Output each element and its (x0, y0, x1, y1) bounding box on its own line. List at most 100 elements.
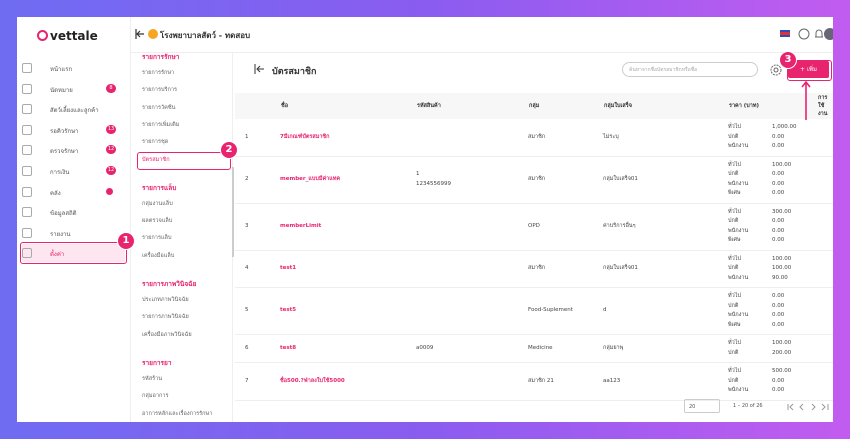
submenu-item[interactable]: กลุ่มอาการ (142, 393, 169, 400)
price-line: ทั่วไป 0.00 (728, 292, 817, 302)
submenu-item[interactable]: ประเภทภาพวินิจฉัย (142, 297, 189, 303)
menu-icon (22, 186, 32, 197)
price-value: 300.00 (772, 208, 792, 215)
submenu-item[interactable]: รายการแล็บ (142, 235, 172, 242)
pagination: 20 1 – 20 of 26 (682, 399, 833, 419)
price-label: ทั่วไป (728, 340, 741, 346)
submenu-item[interactable]: รายการวัคซีน (142, 104, 176, 111)
app-window: vettale หน้าแรกนัดหมาย 8 สัตว์เลี้ยงและลูก… (17, 17, 833, 422)
row-number: 5 (235, 287, 280, 335)
product-code (416, 203, 528, 251)
price-label: ทั่วไป (728, 208, 741, 215)
menu-icon (22, 207, 32, 218)
submenu-item[interactable]: เครื่องมือภาพวินิจฉัย (142, 331, 192, 338)
group: Medicine (528, 334, 603, 363)
price-label: พิเศษ (728, 237, 741, 243)
page-size[interactable]: 20 (684, 399, 720, 413)
back-icon[interactable] (253, 63, 267, 75)
menu-item[interactable]: การเงิน 12 (22, 162, 125, 180)
header-cell: การใช้งาน (817, 93, 833, 119)
menu-item[interactable]: นัดหมาย 8 (22, 80, 125, 98)
price-label: ปกติ (728, 377, 739, 384)
price-label: พนักงาน (728, 387, 749, 393)
price-line: ปกติ 100.00 (728, 264, 817, 274)
scrollbar (232, 167, 234, 257)
annotation-number: 2 (220, 141, 238, 159)
row-number: 4 (235, 250, 280, 288)
submenu-item[interactable]: เครื่องมือแล็บ (142, 252, 175, 259)
menu-icon (22, 166, 32, 176)
menu-item[interactable]: รายงาน (22, 224, 125, 242)
submenu-item[interactable]: รายการภาพวินิจฉัย (142, 314, 189, 321)
submenu-item[interactable]: รหัสร้าน (142, 375, 163, 382)
page-nav[interactable] (786, 402, 832, 412)
header-icons (135, 29, 158, 39)
add-button[interactable]: + เพิ่ม (788, 61, 829, 78)
submenu-item[interactable]: รายการรักษา (142, 70, 175, 76)
product-code: a0009 (416, 334, 528, 363)
product-code (416, 119, 528, 157)
submenu-item[interactable]: อาการหลักและเรื่องการรักษา (142, 410, 213, 417)
table-row: 2 member_แบบมีค่าแทค 1 1234556999 สมาชิก กลุ่… (235, 156, 833, 204)
member-name: test5 (280, 287, 416, 335)
price-value: 0.00 (772, 171, 785, 177)
price-label: พิเศษ (728, 321, 741, 328)
menu-item[interactable]: สัตว์เลี้ยงและลูกค้า (22, 100, 125, 118)
submenu-item[interactable]: บัตรสมาชิก (142, 156, 170, 163)
price-line: พนักงาน 0.00 (728, 386, 817, 396)
menu-item[interactable]: หน้าแรก (22, 59, 125, 77)
top-icons[interactable] (778, 26, 833, 42)
highlight-box (787, 60, 832, 81)
receipt-group: กลุ่มใบเสร็จ01 (603, 250, 728, 288)
price-label: ปกติ (728, 265, 739, 271)
section-title: รายการรักษา (142, 53, 180, 61)
price-label: พนักงาน (728, 312, 749, 318)
group: Food-Suplement (528, 287, 603, 335)
menu-dot (106, 187, 113, 195)
header-cell: ชื่อ (280, 93, 416, 119)
menu-icon (22, 63, 32, 73)
menu-label: รายงาน (50, 230, 71, 238)
annotation-number: 1 (117, 232, 135, 250)
price-label: ทั่วไป (728, 255, 741, 262)
menu-item[interactable]: รอคิวรักษา 13 (22, 121, 125, 139)
price-line: ทั่วไป 1,000.00 (728, 123, 817, 133)
code-line: a0009 (416, 344, 434, 351)
product-code (416, 287, 528, 335)
menu-item[interactable]: ข้อมูลสถิติ (22, 203, 125, 221)
submenu-item[interactable]: กลุ่มงานแล็บ (142, 200, 173, 207)
settings-icon[interactable] (769, 63, 783, 77)
menu-item[interactable]: คลัง (22, 183, 125, 201)
search-box[interactable]: ค้นหาจากชื่อบัตรสมาชิกหรือชื่อ (622, 62, 758, 77)
menu-icon (22, 227, 32, 238)
price-line: พนักงาน 0.00 (728, 142, 817, 152)
price-value: 0.00 (772, 293, 785, 299)
price-line: ปกติ 0.00 (728, 133, 817, 143)
logo: vettale (37, 29, 98, 43)
highlight-box (137, 152, 231, 170)
prices: ทั่วไป 100.00 ปกติ 200.00 (728, 334, 817, 363)
section-title: รายการยา (142, 358, 172, 367)
price-value: 500.00 (772, 368, 792, 374)
price-label: ทั่วไป (728, 124, 741, 130)
menu-label: การเงิน (50, 169, 70, 176)
submenu-item[interactable]: รายการบริการ (142, 87, 178, 94)
row-number: 1 (235, 119, 280, 157)
menu-item[interactable]: ตรวจรักษา 12 (22, 141, 125, 159)
section-title: รายการภาพวินิจฉัย (142, 280, 197, 288)
price-value: 0.00 (772, 143, 785, 149)
menu-item[interactable]: ตั้งค่า (22, 244, 125, 263)
menu-label: ตั้งค่า (50, 251, 65, 259)
submenu-item[interactable]: ผลตรวจแล็บ (142, 218, 173, 225)
submenu-item[interactable]: รายการชุด (142, 139, 169, 146)
member-name: test1 (280, 250, 416, 288)
price-label: ทั่วไป (728, 368, 741, 374)
row-number: 7 (235, 362, 280, 401)
group: สมาชิก (528, 250, 603, 288)
price-value: 0.00 (772, 218, 785, 224)
price-value: 90.00 (772, 274, 788, 281)
submenu-item[interactable]: รายการเพิ่มเติม (142, 121, 180, 128)
product-code (416, 250, 528, 288)
menu-icon (22, 104, 32, 115)
